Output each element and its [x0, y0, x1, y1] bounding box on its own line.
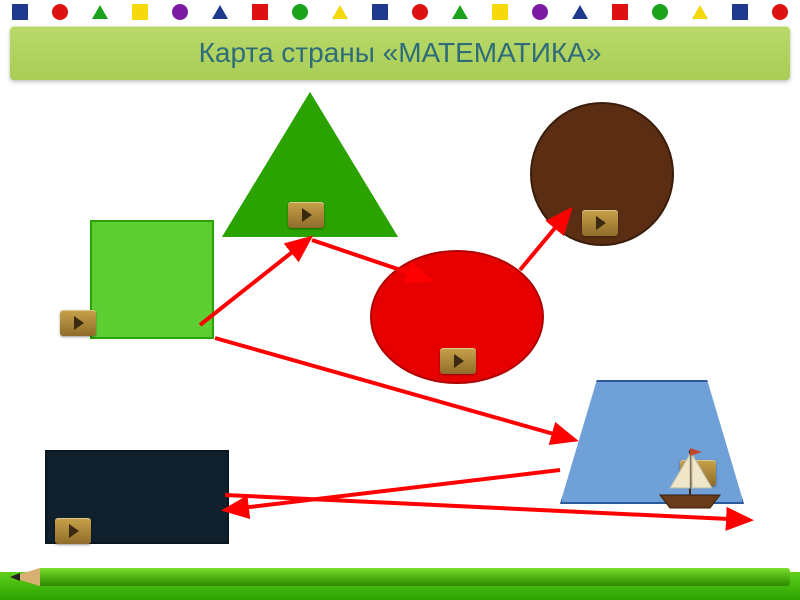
border-shape [372, 4, 388, 20]
border-shape [52, 4, 68, 20]
border-shape [612, 4, 628, 20]
border-shape [132, 4, 148, 20]
play-button-triangle[interactable] [288, 202, 324, 228]
border-shape [212, 5, 228, 19]
border-shape [92, 5, 108, 19]
play-button-red-ellipse[interactable] [440, 348, 476, 374]
play-button-brown-circle[interactable] [582, 210, 618, 236]
border-shape [252, 4, 268, 20]
border-shape [772, 4, 788, 20]
border-shape [292, 4, 308, 20]
diagram-stage [0, 80, 800, 550]
border-shape [732, 4, 748, 20]
play-button-green-square[interactable] [60, 310, 96, 336]
border-shape [452, 5, 468, 19]
border-shape [532, 4, 548, 20]
border-shape [12, 4, 28, 20]
border-shape [172, 4, 188, 20]
play-button-dark-rect[interactable] [55, 518, 91, 544]
shape-green-square [90, 220, 214, 339]
border-shape [652, 4, 668, 20]
border-shape [572, 5, 588, 19]
top-shape-border [0, 0, 800, 24]
page-title: Карта страны «МАТЕМАТИКА» [199, 37, 602, 69]
ship-icon [650, 440, 730, 510]
border-shape [332, 5, 348, 19]
border-shape [692, 5, 708, 19]
border-shape [492, 4, 508, 20]
header-bar: Карта страны «МАТЕМАТИКА» [10, 26, 790, 80]
pencil-decoration [10, 568, 790, 586]
border-shape [412, 4, 428, 20]
footer-bar [0, 550, 800, 600]
